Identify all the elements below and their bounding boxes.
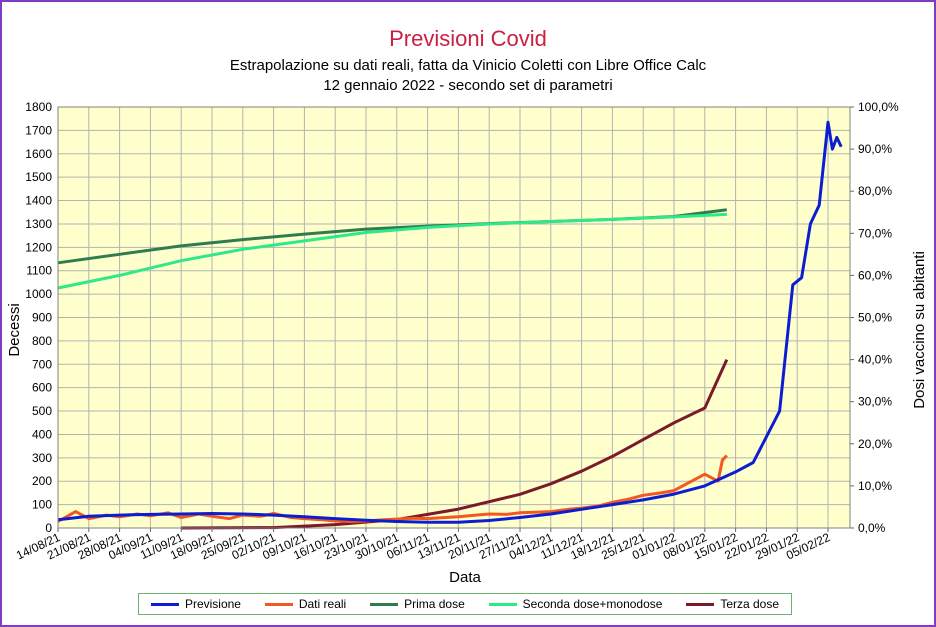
legend-label: Seconda dose+monodose — [522, 597, 663, 611]
legend-item: Prima dose — [370, 597, 465, 611]
legend: Previsione Dati reali Prima dose Seconda do… — [138, 593, 792, 615]
chart-subtitle-line-2: 12 gennaio 2022 - secondo set di paramet… — [323, 77, 613, 94]
legend-swatch — [488, 602, 517, 606]
legend-item: Seconda dose+monodose — [488, 597, 663, 611]
legend-label: Terza dose — [720, 597, 780, 611]
y2-tick-label: 10,0% — [858, 479, 892, 493]
y-tick-label: 300 — [32, 451, 52, 465]
legend-swatch — [686, 602, 715, 606]
y-tick-label: 1400 — [25, 194, 52, 208]
y-tick-label: 1800 — [25, 100, 52, 114]
y-axis-label: Decessi — [6, 303, 23, 356]
y2-tick-label: 40,0% — [858, 353, 892, 367]
y-tick-label: 1700 — [25, 123, 52, 137]
chart-title: Previsioni Covid — [389, 26, 547, 51]
y2-axis-label: Dosi vaccino su abitanti — [911, 251, 928, 409]
y2-tick-label: 20,0% — [858, 437, 892, 451]
legend-swatch — [264, 602, 293, 606]
legend-label: Prima dose — [404, 597, 465, 611]
y2-tick-label: 100,0% — [858, 100, 899, 114]
chart-subtitle-line-1: Estrapolazione su dati reali, fatta da V… — [229, 57, 707, 74]
y-tick-label: 900 — [32, 311, 52, 325]
series-group — [57, 120, 843, 530]
y-tick-label: 600 — [32, 381, 52, 395]
y-tick-label: 100 — [32, 498, 52, 512]
y2-tick-label: 60,0% — [858, 268, 892, 282]
y2-tick-label: 50,0% — [858, 311, 892, 325]
y-tick-label: 700 — [32, 357, 52, 371]
legend-swatch — [370, 602, 399, 606]
y2-tick-label: 80,0% — [858, 184, 892, 198]
y-tick-label: 400 — [32, 427, 52, 441]
x-axis-label: Data — [449, 569, 481, 586]
y-tick-label: 200 — [32, 474, 52, 488]
legend-item: Terza dose — [686, 597, 779, 611]
legend-item: Previsione — [150, 597, 241, 611]
series-line-terza-dose — [181, 358, 729, 530]
legend-label: Dati reali — [298, 597, 347, 611]
y-tick-label: 1500 — [25, 170, 52, 184]
y-tick-label: 1200 — [25, 240, 52, 254]
series-line-seconda-dose-monodose — [57, 212, 727, 290]
y-tick-label: 1100 — [26, 264, 52, 278]
y-tick-label: 1600 — [25, 147, 52, 161]
y2-tick-label: 70,0% — [858, 226, 892, 240]
y-tick-label: 1000 — [25, 287, 52, 301]
y-tick-label: 800 — [32, 334, 52, 348]
y2-tick-label: 30,0% — [858, 395, 892, 409]
plot-border — [57, 106, 851, 529]
y2-tick-label: 90,0% — [858, 142, 892, 156]
series-line-previsione — [57, 120, 843, 524]
y-tick-label: 1300 — [25, 217, 52, 231]
y2-tick-label: 0,0% — [858, 521, 886, 535]
legend-item: Dati reali — [264, 597, 347, 611]
y-tick-label: 0 — [45, 521, 52, 535]
legend-swatch — [150, 602, 179, 606]
y-tick-label: 500 — [32, 404, 52, 418]
legend-label: Previsione — [184, 597, 241, 611]
